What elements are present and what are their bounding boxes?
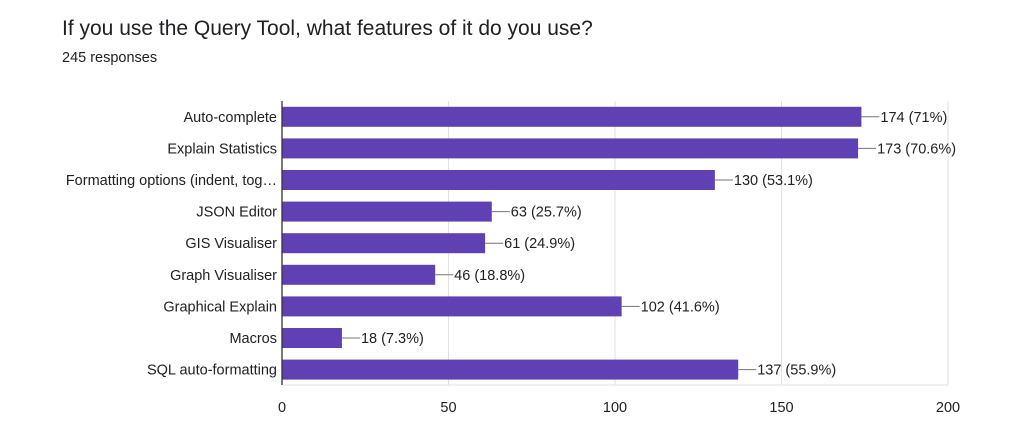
data-label: 174 (71%) [880, 110, 947, 126]
category-label: Formatting options (indent, tog… [66, 173, 277, 189]
bar [282, 138, 859, 159]
category-label: Graphical Explain [163, 299, 277, 315]
bars [282, 106, 862, 380]
bar [282, 201, 492, 222]
bar [282, 264, 436, 285]
bar [282, 106, 862, 127]
category-label: Graph Visualiser [170, 268, 277, 284]
category-label: SQL auto-formatting [147, 363, 277, 379]
category-label: JSON Editor [196, 205, 277, 221]
labels: 0 50 100 150 200 174 (71%) Auto-complete 173 (7… [66, 110, 960, 416]
data-label: 18 (7.3%) [361, 331, 424, 347]
x-tick-label: 100 [603, 400, 627, 416]
x-tick-label: 50 [440, 400, 456, 416]
data-label: 173 (70.6%) [877, 141, 956, 157]
data-label: 61 (24.9%) [504, 236, 575, 252]
response-count: 245 responses [62, 50, 158, 66]
bar [282, 296, 622, 317]
bar [282, 328, 342, 348]
category-label: Auto-complete [184, 110, 278, 126]
category-label: GIS Visualiser [185, 236, 277, 252]
data-label: 130 (53.1%) [734, 173, 813, 189]
data-label: 63 (25.7%) [511, 205, 582, 221]
bar [282, 359, 739, 380]
x-tick-label: 0 [278, 400, 286, 416]
data-label: 137 (55.9%) [757, 363, 836, 379]
data-label: 46 (18.8%) [454, 268, 525, 284]
bar [282, 170, 715, 190]
chart-title: If you use the Query Tool, what features… [62, 17, 593, 40]
data-label: 102 (41.6%) [641, 299, 720, 315]
bar [282, 233, 486, 254]
category-label: Explain Statistics [167, 141, 277, 157]
category-label: Macros [229, 331, 277, 347]
x-tick-label: 200 [936, 400, 960, 416]
x-tick-label: 150 [769, 400, 793, 416]
